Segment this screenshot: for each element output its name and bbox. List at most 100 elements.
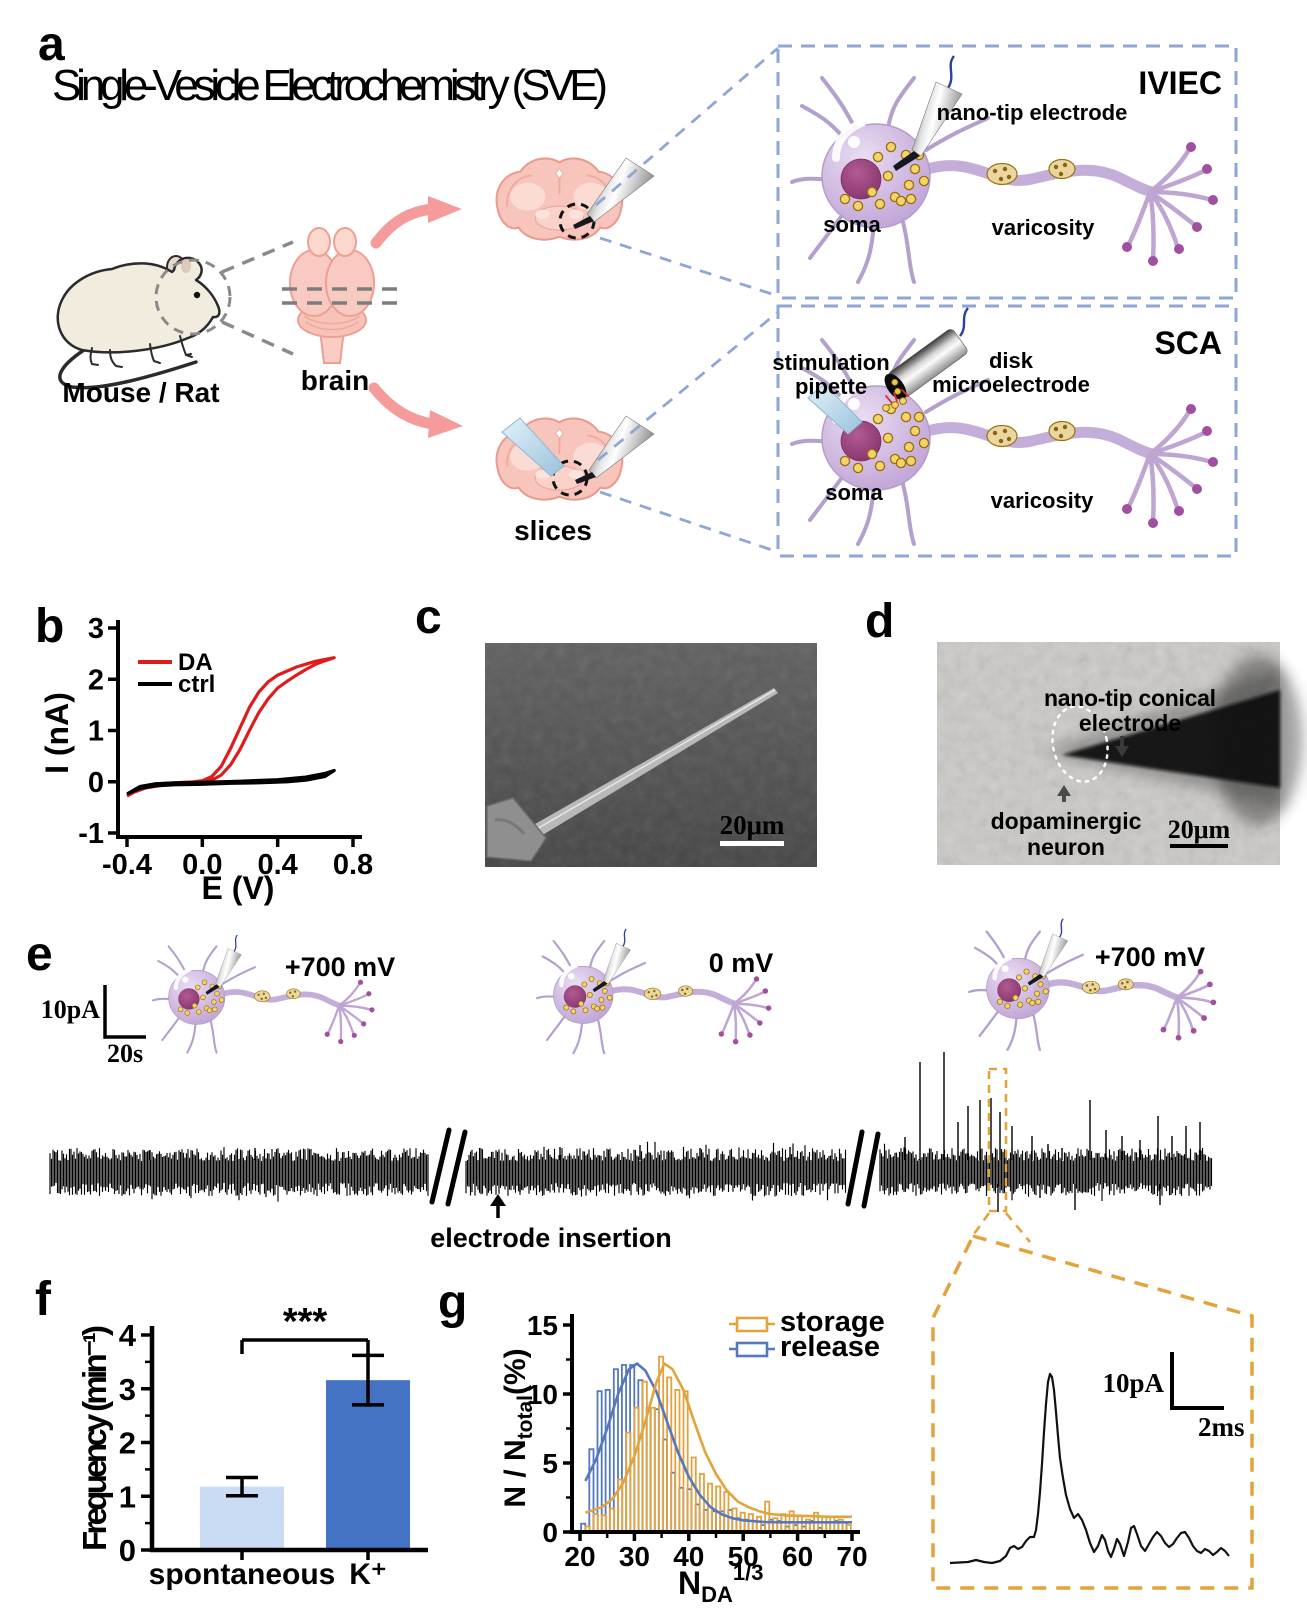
nanotip-electrode-shadow	[1062, 690, 1280, 788]
svg-text:NDA1/3: NDA1/3	[678, 1560, 763, 1607]
sca-inset: SCA stimulation pipette disk microelectr…	[772, 304, 1238, 558]
panel-e: 10pA 20s +700 mV 0 mV +700 mV electrode …	[41, 919, 1216, 1253]
nanotip-electrode-label: nano-tip electrode	[937, 100, 1128, 125]
micrograph-scale-bar	[1170, 844, 1228, 848]
svg-text:2: 2	[119, 1426, 136, 1461]
brain-label: brain	[301, 365, 369, 396]
scale-time-label: 20s	[107, 1039, 143, 1068]
iviec-inset: IVIEC nano-tip electrode soma varicosity	[776, 44, 1238, 300]
bias-label-1: +700 mV	[285, 952, 395, 982]
svg-text:60: 60	[782, 1541, 813, 1572]
flow-arrows	[368, 196, 463, 438]
disk-electrode-label-1: disk	[989, 348, 1034, 373]
svg-text:storage: storage	[780, 1306, 885, 1338]
sca-varicosity-label: varicosity	[991, 488, 1094, 513]
panel-letter-a: a	[38, 18, 65, 71]
inset-scale-time: 2ms	[1198, 1412, 1245, 1442]
svg-text:3: 3	[88, 613, 104, 645]
amperometry-scalebar: 10pA 20s	[41, 985, 146, 1068]
inset-connector-lines	[595, 46, 779, 554]
nanoelectrode-needle	[514, 688, 778, 848]
scale-current-label: 10pA	[41, 995, 100, 1024]
amperometric-trace	[49, 1052, 1213, 1212]
mouse-tail	[58, 348, 198, 390]
sem-scale-bar	[720, 841, 784, 846]
inset-scale-current: 10pA	[1102, 1368, 1164, 1398]
bias-label-3: +700 mV	[1095, 942, 1205, 972]
svg-text:N / Ntotal(%): N / Ntotal(%)	[499, 1348, 537, 1507]
svg-text:10: 10	[527, 1379, 558, 1410]
trace-break-marks	[429, 1127, 881, 1209]
insertion-annotation: electrode insertion	[430, 1194, 672, 1253]
svg-text:5: 5	[542, 1448, 558, 1479]
svg-text:K⁺: K⁺	[349, 1558, 387, 1591]
svg-text:DA: DA	[178, 649, 213, 676]
zoom-connector-lines	[221, 240, 294, 356]
iviec-soma-label: soma	[823, 212, 881, 237]
panel-a: a Single-Vesicle Electrochemistry (SVE) …	[38, 18, 1238, 558]
iviec-title: IVIEC	[1138, 65, 1222, 101]
slices-label: slices	[514, 515, 592, 546]
svg-text:Frequency (min⁻¹): Frequency (min⁻¹)	[76, 1325, 113, 1551]
micrograph-image: nano-tip conical electrode dopaminergic …	[937, 642, 1303, 865]
panel-letter-b: b	[35, 600, 64, 653]
neuron-outline-circle	[1051, 705, 1109, 783]
iviec-varicosity-label: varicosity	[992, 215, 1095, 240]
sem-scale-label: 20μm	[720, 810, 785, 840]
dopaminergic-label-2: neuron	[1027, 834, 1105, 860]
slice-bottom	[495, 415, 655, 501]
spike-inset: 10pA 2ms	[931, 1212, 1254, 1590]
stim-pipette-label-1: stimulation	[772, 350, 889, 375]
stim-pipette-label-2: pipette	[795, 374, 867, 399]
svg-text:0: 0	[119, 1533, 136, 1568]
micrograph-scale-label: 20μm	[1168, 815, 1231, 844]
svg-text:15: 15	[527, 1310, 558, 1341]
single-spike-trace	[949, 1372, 1230, 1565]
slice-top	[495, 157, 655, 241]
section-cut-lines	[282, 287, 400, 305]
svg-text:E (V): E (V)	[202, 870, 275, 906]
svg-text:-1: -1	[78, 818, 104, 850]
svg-text:3: 3	[119, 1372, 136, 1407]
svg-text:ctrl: ctrl	[178, 671, 215, 698]
svg-text:20: 20	[564, 1541, 595, 1572]
svg-text:0: 0	[88, 767, 104, 799]
svg-text:-0.4: -0.4	[102, 849, 152, 881]
svg-text:I (nA): I (nA)	[39, 692, 75, 774]
svg-text:0.4: 0.4	[257, 849, 297, 881]
panel-letter-e: e	[26, 928, 53, 981]
conical-electrode-label-1: nano-tip conical	[1044, 685, 1216, 711]
sca-soma-label: soma	[825, 480, 883, 505]
panel-letter-f: f	[35, 1273, 52, 1326]
dopaminergic-label-1: dopaminergic	[991, 808, 1142, 834]
bias-label-2: 0 mV	[709, 948, 774, 978]
mouse-label: Mouse / Rat	[62, 377, 219, 408]
svg-text:0.8: 0.8	[333, 849, 373, 881]
svg-text:50: 50	[728, 1541, 759, 1572]
svg-text:0: 0	[542, 1517, 558, 1548]
svg-text:70: 70	[836, 1541, 867, 1572]
panel-letter-g: g	[438, 1276, 467, 1329]
sem-image: 20μm	[485, 643, 817, 867]
inset-border	[931, 1233, 1254, 1590]
conical-electrode-label-2: electrode	[1079, 710, 1181, 736]
disk-electrode-label-2: microelectrode	[932, 372, 1090, 397]
electrode-pointer-arrow	[1115, 736, 1129, 757]
sca-title: SCA	[1154, 325, 1222, 361]
svg-text:0.0: 0.0	[182, 849, 222, 881]
svg-text:1: 1	[119, 1479, 136, 1514]
svg-text:***: ***	[283, 1301, 328, 1343]
svg-text:4: 4	[119, 1318, 137, 1353]
svg-text:30: 30	[619, 1541, 650, 1572]
figure-title: Single-Vesicle Electrochemistry (SVE)	[52, 61, 608, 110]
neuron-pointer-arrow	[1057, 785, 1071, 802]
mouse-illustration	[56, 255, 232, 390]
svg-text:40: 40	[673, 1541, 704, 1572]
inset-scalebar: 10pA 2ms	[1102, 1352, 1245, 1442]
insertion-label: electrode insertion	[430, 1223, 672, 1253]
svg-text:release: release	[780, 1331, 880, 1363]
svg-text:1: 1	[88, 716, 104, 748]
